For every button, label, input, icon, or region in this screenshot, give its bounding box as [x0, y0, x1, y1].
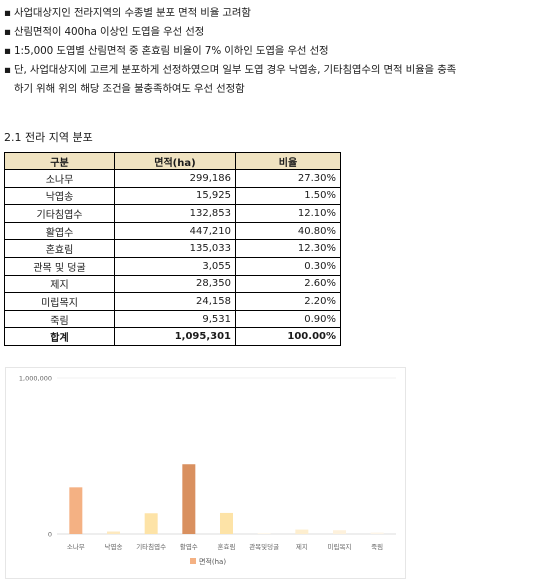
header-category: 구분	[4, 152, 115, 170]
criteria-text: 산림면적이 400ha 이상인 도엽을 우선 선정	[14, 26, 205, 38]
cell-category: 죽림	[4, 309, 115, 329]
cell-ratio: 12.10%	[235, 204, 341, 223]
cell-category: 기타침엽수	[4, 204, 115, 223]
cell-category: 관목 및 덩굴	[4, 256, 115, 276]
cell-area: 132,853	[114, 204, 236, 223]
x-tick-label: 활엽수	[180, 542, 198, 551]
table-row: 낙엽송 15,925 1.50%	[4, 186, 341, 206]
cell-total-label: 합계	[4, 327, 115, 346]
y-tick-label-zero: 0	[48, 531, 52, 539]
table-row: 혼효림 135,033 12.30%	[4, 239, 341, 258]
bar-series	[69, 464, 384, 535]
cell-ratio: 0.90%	[235, 309, 341, 329]
table-row: 제지 28,350 2.60%	[4, 274, 341, 294]
cell-category: 낙엽송	[4, 186, 115, 206]
cell-area: 24,158	[114, 292, 236, 311]
cell-area: 3,055	[114, 256, 236, 276]
bar-관목및덩굴	[257, 533, 271, 535]
cell-category: 혼효림	[4, 239, 115, 258]
bullet-icon: ▪	[4, 45, 11, 57]
chart-svg: 1,000,000 0 소나무 낙엽송 기타침엽수 활엽수 혼효림 관목및덩굴 제지 미립목지…	[19, 375, 396, 566]
table-row: 소나무 299,186 27.30%	[4, 169, 341, 188]
bullet-icon: ▪	[4, 7, 11, 19]
cell-ratio: 2.20%	[235, 292, 341, 311]
x-tick-label: 미립목지	[328, 542, 352, 551]
cell-area: 299,186	[114, 169, 236, 188]
criteria-item: ▪ 단, 사업대상지에 고르게 분포하게 선정하였으며 일부 도엽 경우 낙엽송,…	[4, 61, 544, 80]
criteria-item: ▪ 사업대상지인 전라지역의 수종별 분포 면적 비율 고려함	[4, 4, 544, 23]
header-ratio: 비율	[235, 152, 341, 170]
bar-죽림	[370, 532, 384, 534]
cell-ratio: 0.30%	[235, 256, 341, 276]
x-tick-label: 제지	[296, 542, 308, 551]
cell-total-ratio: 100.00%	[235, 327, 341, 346]
distribution-table: 구분 면적(ha) 비율 소나무 299,186 27.30% 낙엽송 15,925 1…	[4, 152, 341, 346]
criteria-item: ▪ 산림면적이 400ha 이상인 도엽을 우선 선정	[4, 23, 544, 42]
cell-total-area: 1,095,301	[114, 327, 236, 346]
cell-area: 135,033	[114, 239, 236, 258]
cell-area: 447,210	[114, 221, 236, 241]
cell-category: 미립목지	[4, 292, 115, 311]
header-area: 면적(ha)	[114, 152, 236, 170]
legend-label: 면적(ha)	[199, 557, 226, 566]
x-tick-label: 죽림	[371, 543, 383, 551]
criteria-text: 사업대상지인 전라지역의 수종별 분포 면적 비율 고려함	[14, 7, 251, 19]
cell-category: 소나무	[4, 169, 115, 188]
bar-소나무	[69, 487, 83, 534]
table-row: 기타침엽수 132,853 12.10%	[4, 204, 341, 223]
cell-category: 제지	[4, 274, 115, 294]
bar-미립목지	[333, 530, 346, 534]
legend-swatch	[190, 558, 196, 564]
table-row: 죽림 9,531 0.90%	[4, 309, 341, 329]
cell-ratio: 2.60%	[235, 274, 341, 294]
cell-ratio: 12.30%	[235, 239, 341, 258]
criteria-text: 단, 사업대상지에 고르게 분포하게 선정하였으며 일부 도엽 경우 낙엽송, …	[14, 64, 457, 76]
criteria-text-continuation: 하기 위해 위의 해당 조건을 불충족하여도 우선 선정함	[14, 83, 245, 95]
cell-category: 활엽수	[4, 221, 115, 241]
table-total-row: 합계 1,095,301 100.00%	[4, 327, 341, 346]
criteria-item: ▪ 1:5,000 도엽별 산림면적 중 혼효림 비율이 7% 이하인 도엽을 우…	[4, 42, 544, 61]
x-tick-label: 관목및덩굴	[249, 542, 279, 551]
cell-ratio: 27.30%	[235, 169, 341, 188]
criteria-list: ▪ 사업대상지인 전라지역의 수종별 분포 면적 비율 고려함 ▪ 산림면적이 40…	[4, 4, 544, 99]
cell-area: 9,531	[114, 309, 236, 329]
x-tick-label: 소나무	[67, 542, 85, 551]
bullet-icon: ▪	[4, 26, 11, 38]
table-row: 미립목지 24,158 2.20%	[4, 292, 341, 311]
table-header-row: 구분 면적(ha) 비율	[4, 152, 341, 170]
bar-혼효림	[220, 512, 233, 534]
table-row: 관목 및 덩굴 3,055 0.30%	[4, 256, 341, 276]
x-tick-label: 낙엽송	[105, 542, 123, 551]
x-tick-labels: 소나무 낙엽송 기타침엽수 활엽수 혼효림 관목및덩굴 제지 미립목지 죽림	[67, 542, 383, 551]
y-tick-label-max: 1,000,000	[19, 375, 52, 383]
bullet-icon: ▪	[4, 64, 11, 76]
bar-기타침엽수	[144, 513, 158, 534]
cell-area: 15,925	[114, 186, 236, 206]
bar-낙엽송	[107, 531, 120, 534]
cell-ratio: 1.50%	[235, 186, 341, 206]
section-title: 2.1 전라 지역 분포	[4, 131, 93, 144]
x-tick-label: 혼효림	[218, 542, 236, 551]
bar-제지	[295, 529, 309, 534]
cell-area: 28,350	[114, 274, 236, 294]
area-bar-chart: 1,000,000 0 소나무 낙엽송 기타침엽수 활엽수 혼효림 관목및덩굴 제지 미립목지…	[5, 367, 406, 579]
table-row: 활엽수 447,210 40.80%	[4, 221, 341, 241]
criteria-text: 1:5,000 도엽별 산림면적 중 혼효림 비율이 7% 이하인 도엽을 우선…	[14, 45, 329, 57]
x-tick-label: 기타침엽수	[136, 542, 166, 551]
bar-활엽수	[182, 464, 196, 534]
cell-ratio: 40.80%	[235, 221, 341, 241]
